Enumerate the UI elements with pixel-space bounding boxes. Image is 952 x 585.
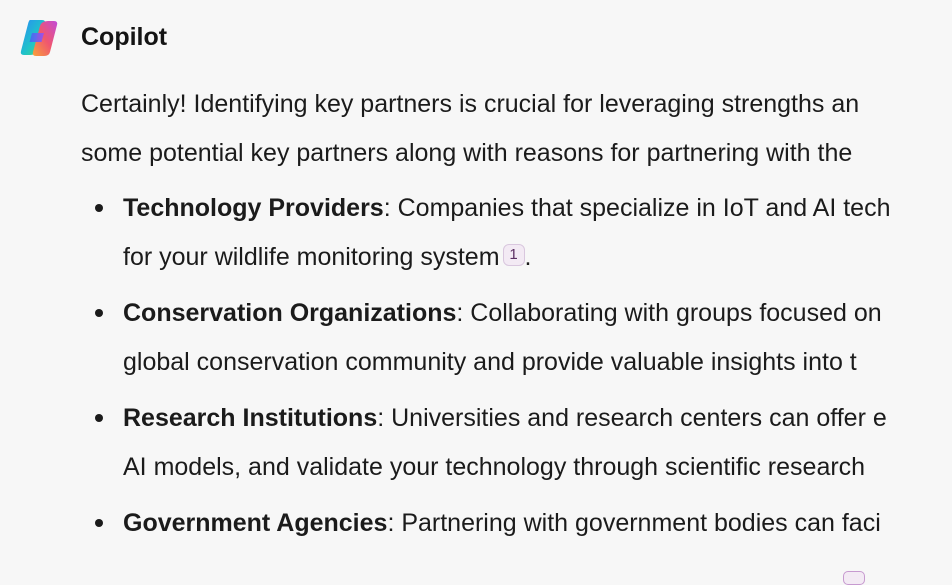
intro-line: Certainly! Identifying key partners is c… <box>81 90 860 118</box>
list-item-text: : Collaborating with groups focused on <box>456 299 882 327</box>
list-item-research-institutions: Research Institutions: Universities and … <box>81 394 952 492</box>
list-item-text: AI models, and validate your technology … <box>123 453 866 481</box>
list-item-term: Government Agencies <box>123 509 388 537</box>
list-item-term: Conservation Organizations <box>123 299 457 327</box>
list-item-technology-providers: Technology Providers: Companies that spe… <box>81 184 952 282</box>
list-item-term: Research Institutions <box>123 404 378 432</box>
list-item-text: for your wildlife monitoring system <box>123 243 500 271</box>
list-item-text: : Companies that specialize in IoT and A… <box>383 194 891 222</box>
intro-paragraph: Certainly! Identifying key partners is c… <box>81 80 952 178</box>
citation-badge[interactable]: 1 <box>502 244 525 266</box>
list-item-line: Conservation Organizations: Collaboratin… <box>123 289 952 338</box>
list-item-line: Technology Providers: Companies that spe… <box>123 184 952 233</box>
citation-badge-partial[interactable] <box>843 571 865 585</box>
list-item-trailing: . <box>524 243 532 271</box>
list-item-line: for your wildlife monitoring system 1. <box>123 233 952 282</box>
list-item-line: Government Agencies: Partnering with gov… <box>123 499 952 548</box>
list-item-line: AI models, and validate your technology … <box>123 443 952 492</box>
list-item-government-agencies: Government Agencies: Partnering with gov… <box>81 499 952 548</box>
list-item-line: Research Institutions: Universities and … <box>123 394 952 443</box>
partners-list: Technology Providers: Companies that spe… <box>81 184 952 548</box>
list-item-line: global conservation community and provid… <box>123 338 952 387</box>
copilot-logo-icon <box>20 20 58 56</box>
message-body: Certainly! Identifying key partners is c… <box>81 80 952 555</box>
sender-name: Copilot <box>81 22 168 51</box>
list-item-term: Technology Providers <box>123 194 384 222</box>
intro-line: some potential key partners along with r… <box>81 139 853 167</box>
message-header: Copilot <box>17 17 167 59</box>
list-item-conservation-organizations: Conservation Organizations: Collaboratin… <box>81 289 952 387</box>
list-item-text: : Partnering with government bodies can … <box>387 509 881 537</box>
list-item-text: global conservation community and provid… <box>123 348 857 376</box>
list-item-text: : Universities and research centers can … <box>377 404 887 432</box>
